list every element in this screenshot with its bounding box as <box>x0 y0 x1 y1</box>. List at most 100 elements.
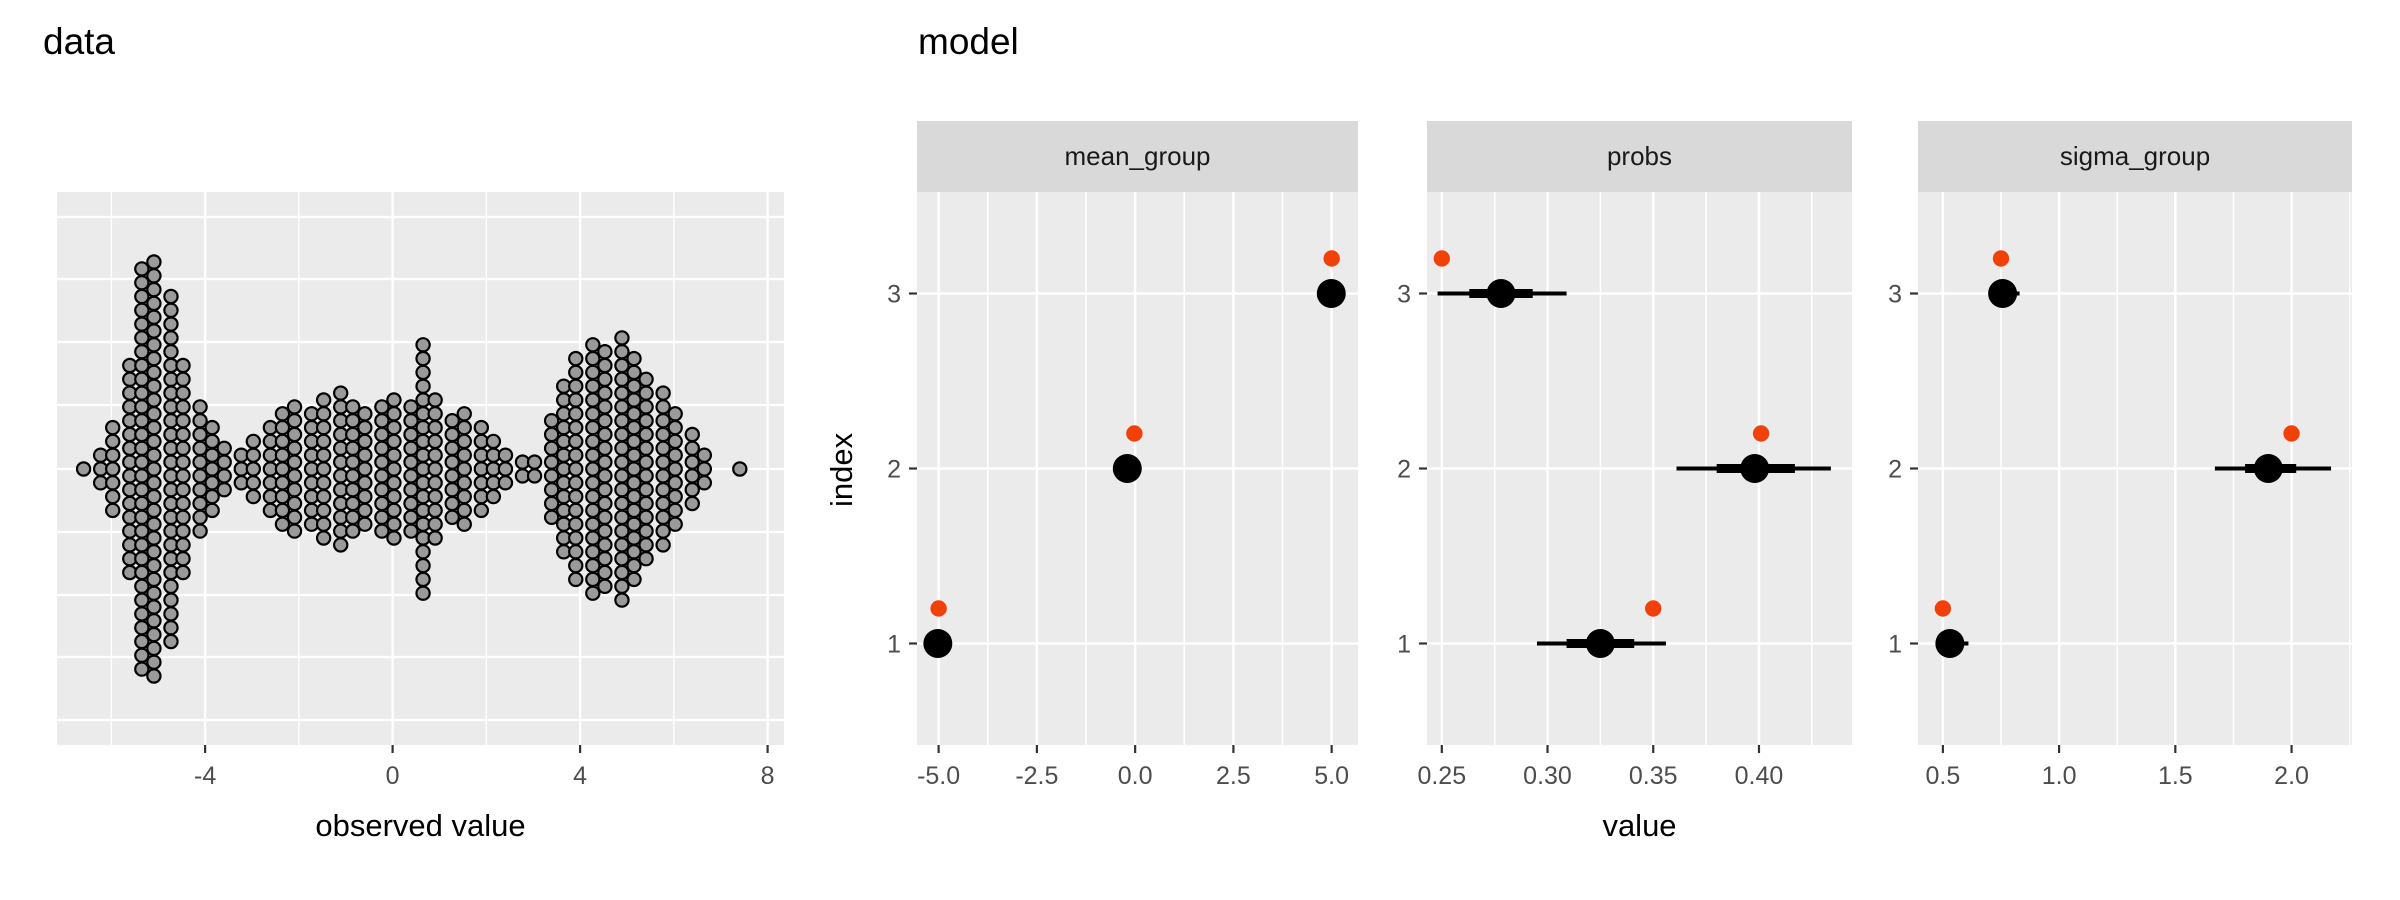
estimate-dot <box>1585 629 1615 658</box>
data-dot <box>357 516 373 532</box>
data-dot <box>75 461 92 477</box>
data-dot <box>415 585 431 601</box>
true-value-dot <box>930 600 947 617</box>
data-dot <box>456 475 472 491</box>
data-dot <box>146 516 162 532</box>
data-dot <box>357 502 373 519</box>
data-dot <box>655 440 671 456</box>
data-dot <box>732 461 748 477</box>
data-dot <box>638 509 654 525</box>
data-dot <box>286 468 303 484</box>
data-dot <box>175 564 191 581</box>
true-value-dot <box>1323 250 1340 267</box>
data-dot <box>655 523 671 539</box>
data-dot <box>274 502 291 519</box>
data-dot <box>568 350 584 367</box>
y-tick-label: 3 <box>1888 281 1902 309</box>
data-dot <box>345 523 361 539</box>
x-tick-label: -4 <box>194 762 216 790</box>
data-dot <box>134 551 150 567</box>
data-dot <box>146 447 162 463</box>
data-dot <box>444 413 460 429</box>
data-dot <box>585 502 601 519</box>
data-dot <box>427 530 443 546</box>
data-dot <box>146 585 162 601</box>
data-dot <box>667 419 683 436</box>
data-dot <box>134 523 150 539</box>
data-dot <box>134 440 150 456</box>
data-dot <box>456 419 472 436</box>
data-dot <box>386 461 402 477</box>
data-dot <box>216 468 232 484</box>
data-dot <box>497 447 514 463</box>
data-dot <box>427 516 443 532</box>
data-plot-title: data <box>43 21 116 62</box>
data-dot <box>585 488 601 505</box>
data-dot <box>614 509 630 525</box>
data-dot <box>614 495 630 512</box>
data-dot <box>597 371 613 387</box>
data-dot <box>667 433 683 450</box>
true-value-dot <box>1433 250 1451 267</box>
data-dot <box>146 419 162 436</box>
data-dot <box>444 482 460 498</box>
data-dot <box>345 413 361 429</box>
model-y-axis-title: index <box>824 432 859 508</box>
data-dot <box>585 461 601 477</box>
x-tick-label: 2.0 <box>2274 762 2309 790</box>
true-value-dot <box>1934 600 1952 617</box>
data-dot <box>655 468 671 484</box>
model-x-axis-title: value <box>1602 808 1677 843</box>
data-dot <box>655 413 671 429</box>
data-dot <box>204 475 220 491</box>
data-dot <box>286 523 303 539</box>
data-dot <box>638 551 654 567</box>
data-dot <box>175 399 191 415</box>
data-dot <box>667 406 683 422</box>
data-dot <box>585 364 601 381</box>
data-dot <box>175 537 191 553</box>
data-dot <box>415 557 431 574</box>
data-dot <box>134 302 150 318</box>
data-dot <box>626 392 642 408</box>
data-dot <box>192 413 208 429</box>
data-dot <box>597 537 613 553</box>
estimate-dot <box>1112 454 1142 483</box>
data-dot <box>626 488 642 505</box>
data-dot <box>245 447 262 463</box>
data-dot <box>386 392 402 408</box>
data-dot <box>456 502 472 519</box>
true-value-dot <box>1992 250 2010 267</box>
data-dot <box>146 530 162 546</box>
estimate-dot <box>1486 279 1516 308</box>
data-dot <box>655 454 671 470</box>
data-dot <box>175 551 191 567</box>
data-dot <box>543 468 560 484</box>
data-dot <box>192 523 208 539</box>
data-dot <box>286 399 303 415</box>
data-dot <box>274 447 291 463</box>
data-dot <box>597 399 613 415</box>
estimate-dot <box>1740 454 1770 483</box>
data-dot <box>163 302 179 318</box>
data-dot <box>146 613 162 629</box>
x-tick-label: 0 <box>386 762 400 790</box>
data-dot <box>345 482 361 498</box>
data-dot <box>192 440 208 456</box>
data-dot <box>444 495 460 512</box>
data-dot <box>146 488 162 505</box>
data-dot <box>403 509 419 525</box>
data-dot <box>315 530 332 546</box>
data-dot <box>386 406 402 422</box>
data-dot <box>403 482 419 498</box>
data-dot <box>585 406 601 422</box>
x-tick-label: 1.0 <box>2042 762 2077 790</box>
true-value-dot <box>1645 600 1662 617</box>
data-dot <box>667 516 683 532</box>
data-dot <box>105 488 121 505</box>
data-dot <box>403 523 419 539</box>
data-dot <box>134 468 150 484</box>
data-dot <box>667 461 683 477</box>
data-dot <box>696 461 713 477</box>
data-dot <box>403 399 419 415</box>
